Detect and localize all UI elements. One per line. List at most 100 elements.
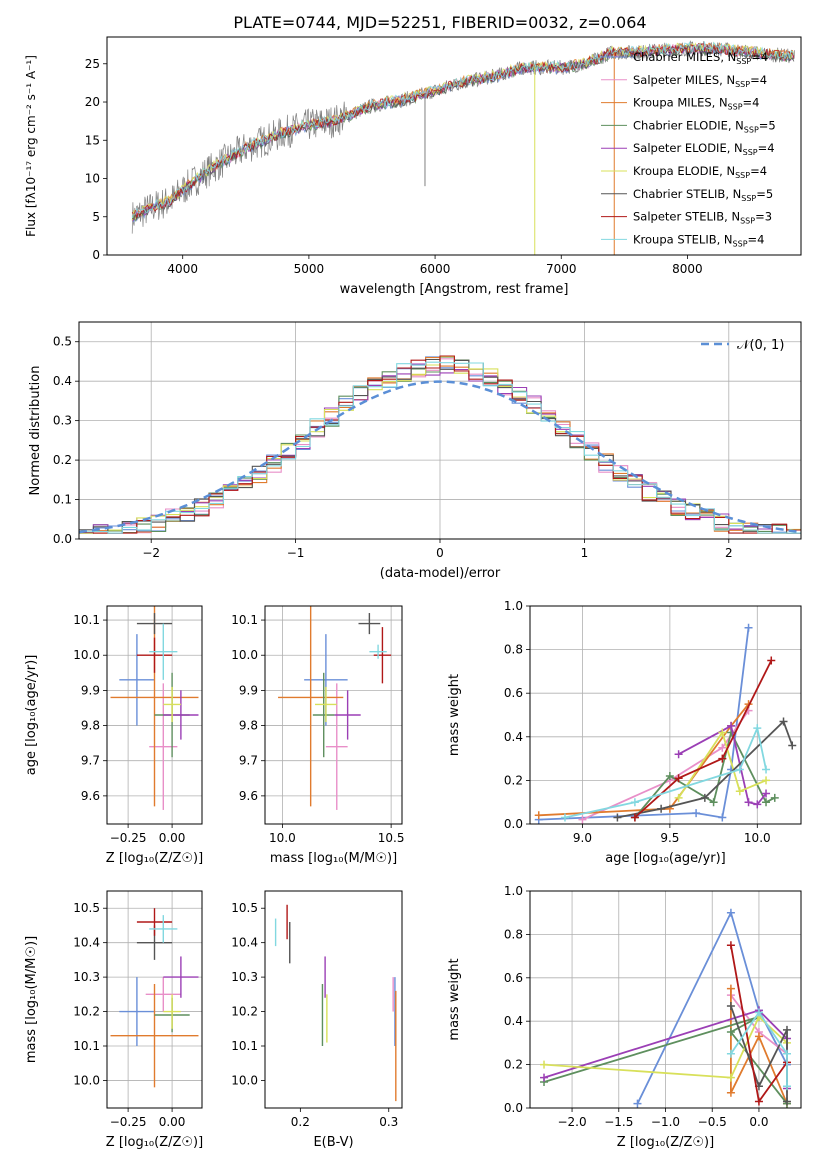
weight-marker [762,789,771,798]
weight-marker [726,984,735,993]
legend-entry: 𝒩(0, 1) [737,338,784,353]
y-tick-label: 9.9 [239,683,258,697]
x-tick-label: 0.00 [159,1115,186,1129]
weight-marker [726,1028,735,1037]
histogram-kroupa-stelib [79,361,801,534]
y-tick-label: 9.8 [81,719,100,733]
weight-marker [540,1073,549,1082]
legend-count: =5 [759,118,776,132]
legend-entry: Salpeter MILES, NSSP=4 [633,73,767,89]
weight-marker [735,787,744,796]
y-tick-label: 0.4 [504,730,523,744]
weight-marker [674,750,683,759]
plot-area-mass-vs-Z [107,891,202,1108]
x-tick-label: 1 [581,546,589,560]
y-tick-label: 0.0 [504,817,523,831]
weight-line-salpeter-miles [582,710,750,821]
axes-frame [78,321,802,540]
axes-frame [529,890,802,1109]
legend-count: =4 [750,73,767,87]
legend-subscript: SSP [735,171,750,180]
weight-marker [753,724,762,733]
figure-title: PLATE=0744, MJD=52251, FIBERID=0032, z=0… [233,13,646,32]
x-axis-label: (data-model)/error [380,566,501,581]
y-axis-label: Normed distribution [28,366,43,496]
y-tick-label: 9.6 [239,789,258,803]
y-tick-label: 9.7 [81,754,100,768]
x-tick-label: 7000 [546,262,577,276]
y-tick-label: 20 [85,95,100,109]
x-tick-label: −2 [142,546,160,560]
weight-marker [726,1073,735,1082]
panel-weight-vs-Z: −2.0 −1.5 −1.0 −0.5 0.0 0.0 0.2 0.4 0.6 0.8 1.0 Z [… [447,884,802,1150]
weight-marker [762,798,771,807]
x-tick-label: 10.0 [744,831,771,845]
x-tick-label: 6000 [420,262,451,276]
legend-entry: Salpeter ELODIE, NSSP=4 [633,141,775,157]
legend-entry: Chabrier MILES, NSSP=4 [633,50,768,66]
panel-residuals: −2 −1 0 1 2 0.0 0.1 0.2 0.3 0.4 0.5 (data-model)/er… [28,321,802,581]
weight-marker [718,743,727,752]
weight-marker [633,1099,642,1108]
y-tick-label: 10.3 [231,970,258,984]
y-tick-label: 5 [92,210,100,224]
y-tick-label: 0.3 [53,414,72,428]
weight-marker [782,1025,791,1034]
weight-marker [788,741,797,750]
y-tick-label: 0.1 [53,493,72,507]
weight-marker [726,941,735,950]
gaussian-reference-line [79,380,799,534]
weight-marker [754,1032,763,1041]
y-tick-label: 10.4 [73,936,100,950]
x-axis-label: wavelength [Angstrom, rest frame] [340,282,569,297]
axes-frame [264,890,403,1109]
panel-mass-vs-EBV: 0.2 0.3 10.0 10.1 10.2 10.3 10.4 10.5 E(B-V) [231,890,403,1150]
y-tick-label: 9.8 [239,719,258,733]
weight-marker [534,811,543,820]
y-tick-label: 10.5 [231,901,258,915]
x-axis-label: Z [log₁₀(Z/Z☉)] [106,1135,203,1150]
weight-marker [770,793,779,802]
weight-marker [718,813,727,822]
weight-marker [754,1008,763,1017]
weight-marker [762,765,771,774]
weight-marker [700,793,709,802]
y-tick-label: 0.6 [504,971,523,985]
x-tick-label: −0.25 [110,1115,147,1129]
panel-age-vs-mass: 10.0 10.5 9.6 9.7 9.8 9.9 10.0 10.1 mass [log₁₀(… [231,605,405,866]
weight-marker [630,813,639,822]
legend-subscript: SSP [743,148,758,157]
x-axis-label: Z [log₁₀(Z/Z☉)] [106,851,203,866]
y-tick-label: 1.0 [504,884,523,898]
x-axis-label: E(B-V) [313,1135,353,1150]
y-tick-label: 9.9 [81,683,100,697]
x-tick-label: −1.5 [604,1115,633,1129]
y-tick-label: 0 [92,248,100,262]
y-tick-label: 10.0 [231,648,258,662]
y-axis-label: age [log₁₀(age/yr)] [24,655,39,776]
y-tick-label: 10.1 [231,613,258,627]
y-tick-label: 0.0 [53,532,72,546]
spectrum-model-kroupa-stelib [131,40,795,218]
y-tick-label: 10.1 [73,1039,100,1053]
weight-marker [726,1088,735,1097]
axes-frame [264,605,403,825]
weight-marker [735,765,744,774]
weight-marker [744,798,753,807]
x-axis-label: mass [log₁₀(M/M☉)] [270,851,397,866]
x-tick-label: 10.5 [378,831,405,845]
weight-marker [779,717,788,726]
weight-marker [753,800,762,809]
x-tick-label: −0.25 [110,831,147,845]
legend-count: =4 [758,141,775,155]
y-tick-label: 0.4 [53,374,72,388]
y-tick-label: 9.6 [81,789,100,803]
y-tick-label: 9.7 [239,754,258,768]
y-tick-label: 0.2 [504,1058,523,1072]
panel-mass-vs-Z: −0.25 0.00 10.0 10.1 10.2 10.3 10.4 10.5 Z [log₁… [24,890,203,1150]
weight-marker [630,798,639,807]
weight-line-kroupa-stelib [730,1010,788,1087]
y-axis-label: Flux [fλ10⁻¹⁷ erg cm⁻² s⁻¹ A⁻¹] [24,55,38,237]
plot-area-residuals [79,322,801,539]
legend-entry: Kroupa ELODIE, NSSP=4 [633,164,767,180]
